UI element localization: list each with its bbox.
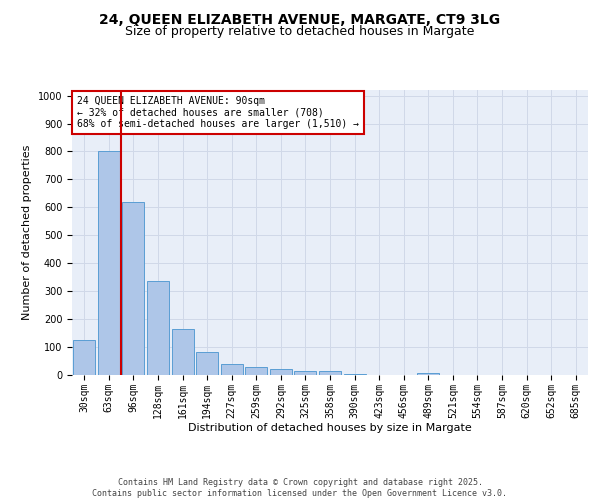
Bar: [221, 364, 243, 375]
Bar: [344, 374, 365, 375]
Bar: [196, 352, 218, 375]
Bar: [73, 340, 95, 375]
Text: 24 QUEEN ELIZABETH AVENUE: 90sqm
← 32% of detached houses are smaller (708)
68% : 24 QUEEN ELIZABETH AVENUE: 90sqm ← 32% o…: [77, 96, 359, 129]
X-axis label: Distribution of detached houses by size in Margate: Distribution of detached houses by size …: [188, 424, 472, 434]
Bar: [270, 369, 292, 375]
Bar: [245, 368, 268, 375]
Text: 24, QUEEN ELIZABETH AVENUE, MARGATE, CT9 3LG: 24, QUEEN ELIZABETH AVENUE, MARGATE, CT9…: [100, 12, 500, 26]
Bar: [295, 371, 316, 375]
Text: Contains HM Land Registry data © Crown copyright and database right 2025.
Contai: Contains HM Land Registry data © Crown c…: [92, 478, 508, 498]
Y-axis label: Number of detached properties: Number of detached properties: [22, 145, 32, 320]
Bar: [147, 282, 169, 375]
Bar: [172, 329, 194, 375]
Bar: [319, 371, 341, 375]
Text: Size of property relative to detached houses in Margate: Size of property relative to detached ho…: [125, 25, 475, 38]
Bar: [417, 373, 439, 375]
Bar: [98, 152, 120, 375]
Bar: [122, 202, 145, 375]
